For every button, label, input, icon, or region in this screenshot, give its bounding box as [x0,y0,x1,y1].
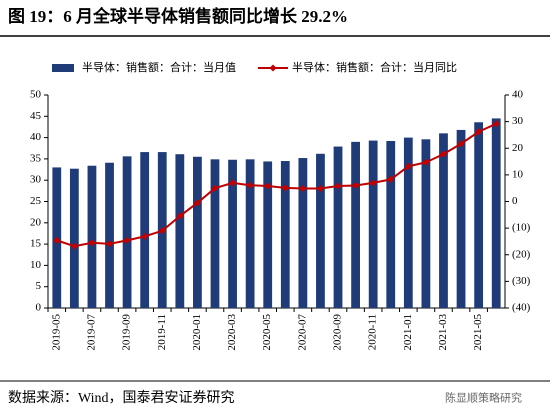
bar [193,156,202,308]
line-marker [492,120,500,128]
bar [351,141,360,308]
y-tick-label: 0 [36,302,42,314]
y2-tick-label: 20 [512,142,524,154]
line-marker [246,181,254,189]
y-tick-label: 40 [30,131,42,143]
line-marker [439,150,447,158]
bar [474,122,484,308]
line-marker [316,184,324,192]
y-tick-label: 20 [30,216,42,228]
y2-tick-label: 0 [512,195,518,207]
legend-marker [269,64,277,72]
bar [421,139,431,308]
line-marker [369,179,377,187]
bar [228,159,237,308]
line-marker [176,212,184,220]
chart-title: 图 19：6 月全球半导体销售额同比增长 29.2% [8,6,348,26]
bar [333,146,343,308]
line-marker [422,158,430,166]
y2-tick-label: 40 [512,89,524,101]
line-marker [123,236,131,244]
line-marker [352,182,360,190]
bar [456,129,466,308]
line [56,122,497,248]
y-tick-label: 30 [30,174,42,186]
line-marker [404,162,412,170]
y2-tick-label: (40) [512,302,531,314]
bar [316,153,325,308]
x-tick-label: 2020-07 [296,314,308,351]
bar [87,165,97,308]
y-tick-label: 10 [30,259,42,271]
y-tick-label: 50 [30,89,42,101]
y2-tick-label: (20) [512,248,531,260]
x-tick-label: 2019-07 [85,314,97,351]
y-tick-label: 15 [30,238,42,250]
bar [280,161,290,308]
line-marker [334,182,342,190]
bar [140,152,150,308]
y2-tick-label: 10 [512,168,524,180]
y2-tick-label: (10) [512,222,531,234]
bar [210,159,220,308]
legend-swatch [52,64,74,72]
bar [175,154,185,308]
bar [491,118,501,309]
bar [403,137,413,308]
x-tick-label: 2020-09 [332,314,344,351]
line-marker [229,179,237,187]
x-tick-label: 2019-09 [121,314,133,351]
x-tick-label: 2021-01 [402,314,414,351]
line-marker [211,184,219,192]
line-marker [299,184,307,192]
x-tick-label: 2020-11 [367,314,379,350]
line-marker [70,242,78,250]
bar [69,168,79,308]
x-tick-label: 2021-05 [472,314,484,351]
y2-tick-label: (30) [512,275,531,287]
line-marker [53,236,61,244]
bar [245,159,255,308]
line-marker [158,227,166,235]
watermark: 陈显顺策略研究 [445,391,522,405]
x-tick-label: 2021-03 [437,314,449,351]
y-tick-label: 5 [36,280,42,292]
bar [298,158,308,308]
bar [439,133,448,308]
line-marker [475,128,483,136]
line-marker [457,140,465,148]
y-tick-label: 25 [30,195,42,207]
bar [263,161,273,308]
x-tick-label: 2019-05 [50,314,62,351]
x-tick-label: 2019-11 [156,314,168,350]
bar [105,162,114,308]
y-tick-label: 35 [30,152,42,164]
line-marker [193,199,201,207]
bar [368,140,378,308]
bar [122,156,132,308]
bar [386,141,396,308]
legend-label: 半导体：销售额：合计：当月同比 [292,60,457,74]
source: 数据来源：Wind，国泰君安证券研究 [8,390,235,406]
line-marker [106,240,114,248]
legend-label: 半导体：销售额：合计：当月值 [82,60,236,74]
x-tick-label: 2020-05 [261,314,273,351]
x-tick-label: 2020-01 [191,314,203,351]
line-marker [88,239,96,247]
y2-tick-label: 30 [512,115,524,127]
line-marker [281,184,289,192]
line-marker [264,182,272,190]
x-tick-label: 2020-03 [226,314,238,351]
line-marker [387,175,395,183]
y-tick-label: 45 [30,110,42,122]
line-marker [141,232,149,240]
